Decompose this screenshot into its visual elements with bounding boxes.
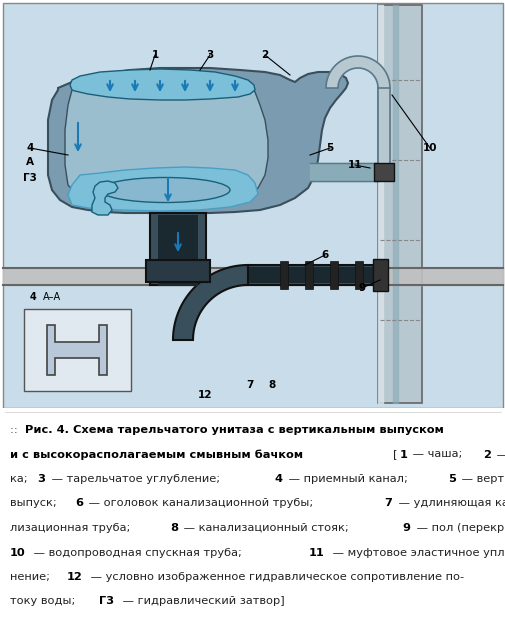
Text: 6: 6 — [75, 498, 83, 508]
Text: ка;: ка; — [10, 474, 31, 484]
Text: 9: 9 — [402, 523, 410, 533]
Text: А–А: А–А — [43, 292, 61, 302]
Text: — отбортов-: — отбортов- — [492, 449, 505, 459]
Polygon shape — [325, 56, 389, 88]
Text: 12: 12 — [66, 572, 82, 582]
Ellipse shape — [100, 178, 230, 202]
Text: 5: 5 — [326, 143, 333, 153]
Text: 12: 12 — [197, 390, 212, 400]
Bar — [373, 163, 393, 181]
Polygon shape — [92, 181, 118, 215]
Polygon shape — [70, 69, 255, 100]
Bar — [329, 261, 337, 289]
Text: — гидравлический затвор]: — гидравлический затвор] — [118, 597, 284, 607]
Polygon shape — [48, 68, 347, 213]
FancyBboxPatch shape — [24, 309, 131, 391]
Bar — [149, 275, 206, 285]
Text: 4: 4 — [26, 143, 34, 153]
Text: 3: 3 — [206, 50, 213, 60]
Text: 6: 6 — [321, 250, 328, 260]
Text: — тарельчатое углубление;: — тарельчатое углубление; — [47, 474, 223, 484]
Text: — оголовок канализационной трубы;: — оголовок канализационной трубы; — [85, 498, 317, 508]
Text: 9: 9 — [358, 283, 365, 293]
Text: выпуск;: выпуск; — [10, 498, 60, 508]
Text: — удлиняющая кана-: — удлиняющая кана- — [394, 498, 505, 508]
Bar — [248, 267, 376, 283]
Text: 8: 8 — [268, 380, 275, 390]
Bar — [3, 3, 502, 408]
Text: — приемный канал;: — приемный канал; — [284, 474, 411, 484]
Text: Г3: Г3 — [99, 597, 114, 607]
Bar — [158, 215, 197, 285]
Text: — муфтовое эластичное уплот-: — муфтовое эластичное уплот- — [328, 547, 505, 558]
Text: — чаша;: — чаша; — [409, 449, 466, 459]
Text: 4: 4 — [274, 474, 282, 484]
Text: — канализационный стояк;: — канализационный стояк; — [180, 523, 352, 533]
Text: — водопроводная спускная труба;: — водопроводная спускная труба; — [30, 547, 245, 558]
Text: 8: 8 — [170, 523, 178, 533]
Polygon shape — [68, 167, 258, 211]
Text: — вертикальный: — вертикальный — [458, 474, 505, 484]
Polygon shape — [47, 325, 107, 375]
Text: 7: 7 — [246, 380, 253, 390]
Polygon shape — [65, 76, 268, 208]
Text: Г3: Г3 — [23, 173, 37, 183]
Text: 7: 7 — [384, 498, 391, 508]
Bar — [305, 261, 313, 289]
Text: — пол (перекрытие);: — пол (перекрытие); — [412, 523, 505, 533]
Bar — [372, 259, 387, 291]
Text: ::: :: — [10, 425, 21, 435]
Polygon shape — [173, 265, 247, 340]
Text: А: А — [26, 157, 34, 167]
Bar — [146, 260, 210, 282]
Text: 2: 2 — [261, 50, 268, 60]
Text: 5: 5 — [447, 474, 455, 484]
Text: Рис. 4. Схема тарельчатого унитаза с вертикальным выпуском: Рис. 4. Схема тарельчатого унитаза с вер… — [25, 425, 443, 435]
Bar — [377, 5, 421, 403]
Bar — [0, 408, 505, 619]
Text: 11: 11 — [308, 547, 324, 558]
Bar — [279, 261, 287, 289]
Text: току воды;: току воды; — [10, 597, 79, 607]
Bar — [247, 265, 377, 285]
Text: 2: 2 — [482, 449, 490, 459]
Text: нение;: нение; — [10, 572, 54, 582]
Text: [: [ — [392, 449, 397, 459]
Text: 1: 1 — [398, 449, 406, 459]
Text: и с высокорасполагаемым смывным бачком: и с высокорасполагаемым смывным бачком — [10, 449, 307, 460]
Text: 10: 10 — [422, 143, 436, 153]
Text: 11: 11 — [347, 160, 362, 170]
Text: 3: 3 — [37, 474, 45, 484]
Text: 4: 4 — [30, 292, 37, 302]
Text: лизационная труба;: лизационная труба; — [10, 523, 134, 533]
Bar — [149, 213, 206, 285]
Bar — [158, 274, 197, 286]
Text: 10: 10 — [10, 547, 26, 558]
Text: — условно изображенное гидравлическое сопротивление по-: — условно изображенное гидравлическое со… — [86, 572, 463, 582]
Text: 1: 1 — [151, 50, 158, 60]
Bar — [355, 261, 362, 289]
